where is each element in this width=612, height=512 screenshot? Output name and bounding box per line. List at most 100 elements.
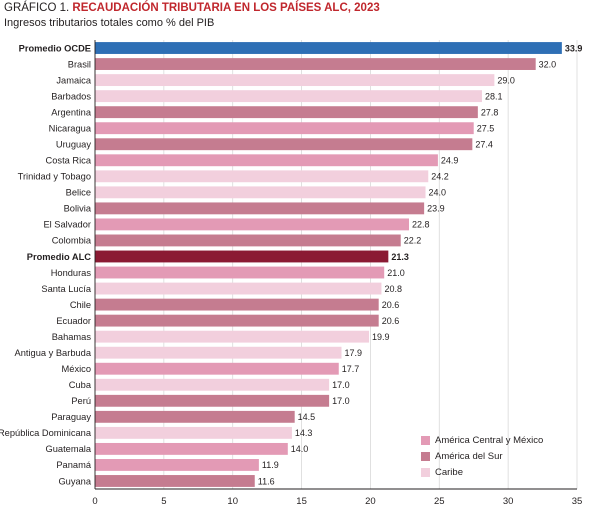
legend-label: América Central y México [435,434,544,446]
bar [95,218,409,231]
value-label: 17.7 [342,364,360,374]
value-label: 21.3 [391,252,409,262]
category-label: Perú [71,396,91,406]
chart-title-prefix: GRÁFICO 1. [4,2,70,14]
bar [95,74,495,87]
category-label: Santa Lucía [41,284,91,294]
value-label: 32.0 [539,59,557,69]
category-label: República Dominicana [0,428,92,438]
category-label: El Salvador [43,220,91,230]
value-label: 24.9 [441,156,459,166]
category-label: Paraguay [51,412,91,422]
bar [95,282,382,295]
category-label: Uruguay [56,140,91,150]
bar [95,346,342,359]
bar [95,106,478,119]
value-label: 28.1 [485,91,503,101]
category-label: Costa Rica [46,156,92,166]
value-label: 27.8 [481,107,499,117]
x-tick-label: 10 [227,496,238,507]
category-label: Jamaica [56,75,91,85]
bar [95,475,255,487]
bar [95,122,474,135]
value-label: 19.9 [372,332,390,342]
value-label: 33.9 [565,43,583,53]
bar [95,314,379,327]
value-label: 17.9 [345,348,363,358]
value-label: 22.8 [412,220,430,230]
value-label: 22.2 [404,236,422,246]
chart-title-main: RECAUDACIÓN TRIBUTARIA EN LOS PAÍSES ALC… [72,2,380,14]
bar [95,298,379,311]
value-label: 23.9 [427,204,445,214]
legend-swatch [420,450,431,462]
chart-title: GRÁFICO 1. RECAUDACIÓN TRIBUTARIA EN LOS… [4,2,380,14]
category-label: Promedio OCDE [19,43,91,53]
value-label: 20.8 [384,284,402,294]
category-label: Bolivia [64,204,92,214]
bar [95,362,339,375]
legend-swatch [420,466,431,478]
bar [95,330,370,343]
legend-swatch [420,434,431,446]
category-label: Brasil [68,59,91,69]
bar [95,378,330,391]
x-tick-label: 25 [434,496,445,507]
legend-label: Caribe [435,466,463,478]
x-tick-label: 20 [365,496,376,507]
category-label: Promedio ALC [27,252,92,262]
bar [95,426,292,439]
value-label: 14.3 [295,428,313,438]
x-tick-label: 5 [161,496,166,507]
category-label: Honduras [51,268,92,278]
chart-legend: América Central y México América del Sur C… [420,432,543,480]
value-label: 17.0 [332,380,350,390]
value-label: 11.6 [258,476,275,486]
bar [95,90,482,103]
value-label: 27.4 [475,140,493,150]
chart-subtitle: Ingresos tributarios totales como % del … [4,17,215,29]
value-label: 14.0 [291,444,309,454]
bar [95,266,385,279]
value-label: 17.0 [332,396,350,406]
category-label: México [62,364,91,374]
category-label: Barbados [51,91,91,101]
category-label: Bahamas [52,332,92,342]
bar [95,58,536,70]
bar [95,170,429,183]
bar [95,186,426,199]
value-label: 14.5 [298,412,316,422]
category-label: Nicaragua [49,123,92,133]
bar [95,42,562,54]
bar [95,250,389,263]
value-label: 27.5 [477,123,495,133]
category-label: Argentina [51,107,92,117]
legend-item: Caribe [420,464,543,480]
bar [95,459,259,471]
x-tick-label: 15 [296,496,307,507]
value-label: 29.0 [497,75,515,85]
value-label: 20.6 [382,300,400,310]
bar [95,234,401,247]
category-label: Ecuador [56,316,91,326]
bar [95,442,288,455]
legend-item: América Central y México [420,432,543,448]
value-label: 24.2 [431,172,449,182]
category-label: Cuba [69,380,92,390]
value-label: 11.9 [262,460,279,470]
bar [95,138,473,151]
value-label: 21.0 [387,268,405,278]
x-tick-label: 0 [92,496,97,507]
bar [95,154,438,167]
category-label: Guyana [58,476,91,486]
bar [95,394,330,407]
category-label: Trinidad y Tobago [18,172,91,182]
category-label: Colombia [52,236,92,246]
x-tick-label: 30 [503,496,514,507]
category-label: Panamá [56,460,91,470]
value-label: 20.6 [382,316,400,326]
category-label: Chile [70,300,91,310]
value-label: 24.0 [429,188,447,198]
legend-label: América del Sur [435,450,503,462]
